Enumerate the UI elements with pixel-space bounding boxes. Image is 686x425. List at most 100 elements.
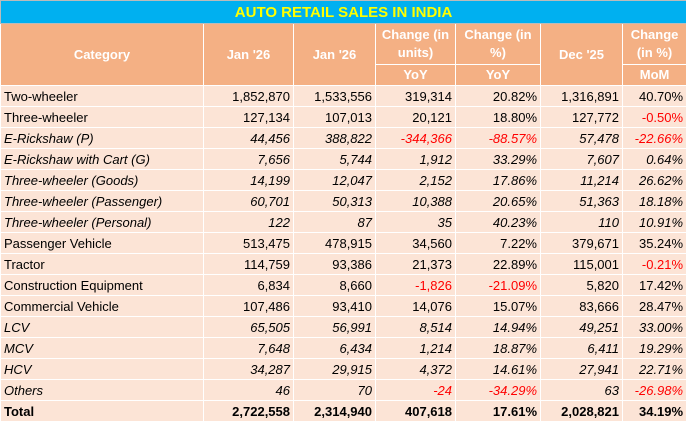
value-cell: 7,648	[203, 337, 294, 359]
table-title: AUTO RETAIL SALES IN INDIA	[0, 0, 686, 24]
value-cell: 18.80%	[455, 106, 541, 128]
value-cell: 10.91%	[621, 211, 686, 233]
table-row: Three-wheeler (Goods) 14,199 12,047 2,152 17…	[0, 169, 686, 191]
category-cell: Others	[0, 379, 204, 401]
value-cell: 107,486	[203, 295, 294, 317]
value-cell: 50,313	[293, 190, 376, 212]
value-cell: 17.42%	[621, 274, 686, 296]
value-cell: 18.87%	[455, 337, 541, 359]
value-cell: 513,475	[203, 232, 294, 254]
value-cell: 18.18%	[621, 190, 686, 212]
value-cell: 28.47%	[621, 295, 686, 317]
column-subheader: MoM	[621, 64, 686, 86]
value-cell: 17.61%	[455, 400, 541, 422]
value-cell: 8,660	[293, 274, 376, 296]
value-cell: 2,722,558	[203, 400, 294, 422]
value-cell: 56,991	[293, 316, 376, 338]
value-cell: 379,671	[540, 232, 623, 254]
value-cell: 57,478	[540, 127, 623, 149]
value-cell: -1,826	[375, 274, 456, 296]
value-cell: 19.29%	[621, 337, 686, 359]
value-cell: 1,912	[375, 148, 456, 170]
category-cell: Three-wheeler (Goods)	[0, 169, 204, 191]
value-cell: 93,410	[293, 295, 376, 317]
table-row: Three-wheeler 127,134 107,013 20,121 18.80% 1…	[0, 106, 686, 128]
value-cell: 22.89%	[455, 253, 541, 275]
value-cell: 6,434	[293, 337, 376, 359]
category-cell: Three-wheeler (Personal)	[0, 211, 204, 233]
table-row: HCV 34,287 29,915 4,372 14.61% 27,941 22.71%	[0, 358, 686, 380]
column-header: Category	[0, 23, 204, 86]
value-cell: 12,047	[293, 169, 376, 191]
category-cell: Commercial Vehicle	[0, 295, 204, 317]
value-cell: -24	[375, 379, 456, 401]
category-cell: Three-wheeler (Passenger)	[0, 190, 204, 212]
table-row: Total 2,722,558 2,314,940 407,618 17.61% 2,02…	[0, 400, 686, 422]
category-cell: Passenger Vehicle	[0, 232, 204, 254]
value-cell: 11,214	[540, 169, 623, 191]
value-cell: 1,214	[375, 337, 456, 359]
value-cell: -0.50%	[621, 106, 686, 128]
value-cell: 0.64%	[621, 148, 686, 170]
value-cell: 49,251	[540, 316, 623, 338]
value-cell: 40.23%	[455, 211, 541, 233]
value-cell: 34,560	[375, 232, 456, 254]
value-cell: 17.86%	[455, 169, 541, 191]
value-cell: 478,915	[293, 232, 376, 254]
value-cell: -22.66%	[621, 127, 686, 149]
value-cell: 26.62%	[621, 169, 686, 191]
table-row: Passenger Vehicle 513,475 478,915 34,560 7.2…	[0, 232, 686, 254]
value-cell: 1,316,891	[540, 85, 623, 107]
value-cell: 51,363	[540, 190, 623, 212]
value-cell: 1,533,556	[293, 85, 376, 107]
table-row: Tractor 114,759 93,386 21,373 22.89% 115,001-…	[0, 253, 686, 275]
value-cell: 87	[293, 211, 376, 233]
value-cell: 6,411	[540, 337, 623, 359]
column-subheader: YoY	[455, 64, 541, 86]
value-cell: 20.65%	[455, 190, 541, 212]
category-cell: Tractor	[0, 253, 204, 275]
value-cell: -21.09%	[455, 274, 541, 296]
column-header: Dec '25	[540, 23, 623, 86]
category-cell: LCV	[0, 316, 204, 338]
header-subrow: YoY YoY MoM	[1, 64, 686, 86]
value-cell: 27,941	[540, 358, 623, 380]
value-cell: 319,314	[375, 85, 456, 107]
value-cell: 122	[203, 211, 294, 233]
category-cell: HCV	[0, 358, 204, 380]
value-cell: 8,514	[375, 316, 456, 338]
value-cell: 10,388	[375, 190, 456, 212]
header-row: Category Jan '26 Jan '26 Change (in units) C…	[0, 23, 686, 86]
column-header: Jan '26	[203, 23, 294, 86]
column-header: Jan '26	[293, 23, 376, 86]
value-cell: 22.71%	[621, 358, 686, 380]
table-row: MCV 7,648 6,434 1,214 18.87% 6,411 19.29%	[0, 337, 686, 359]
value-cell: 127,772	[540, 106, 623, 128]
value-cell: 14,076	[375, 295, 456, 317]
value-cell: 7,607	[540, 148, 623, 170]
value-cell: 60,701	[203, 190, 294, 212]
value-cell: -0.21%	[621, 253, 686, 275]
table-row: E-Rickshaw (P) 44,456 388,822 -344,366 -88.5…	[0, 127, 686, 149]
value-cell: -344,366	[375, 127, 456, 149]
category-cell: Two-wheeler	[0, 85, 204, 107]
value-cell: 34.19%	[621, 400, 686, 422]
table-row: LCV 65,505 56,991 8,514 14.94% 49,251 33.00%	[0, 316, 686, 338]
value-cell: -88.57%	[455, 127, 541, 149]
value-cell: 46	[203, 379, 294, 401]
value-cell: 34,287	[203, 358, 294, 380]
table-row: Others 46 70 -24 -34.29% 63 -26.98%	[0, 379, 686, 401]
column-header: Change (in %)	[455, 23, 541, 65]
value-cell: 65,505	[203, 316, 294, 338]
category-cell: Three-wheeler	[0, 106, 204, 128]
value-cell: 40.70%	[621, 85, 686, 107]
value-cell: 44,456	[203, 127, 294, 149]
value-cell: 21,373	[375, 253, 456, 275]
value-cell: 5,820	[540, 274, 623, 296]
value-cell: 14.94%	[455, 316, 541, 338]
column-header: Change (in units)	[375, 23, 456, 65]
category-cell: MCV	[0, 337, 204, 359]
table-row: Two-wheeler 1,852,870 1,533,556 319,314 20.8…	[0, 85, 686, 107]
column-header: Change (in %)	[621, 23, 686, 65]
